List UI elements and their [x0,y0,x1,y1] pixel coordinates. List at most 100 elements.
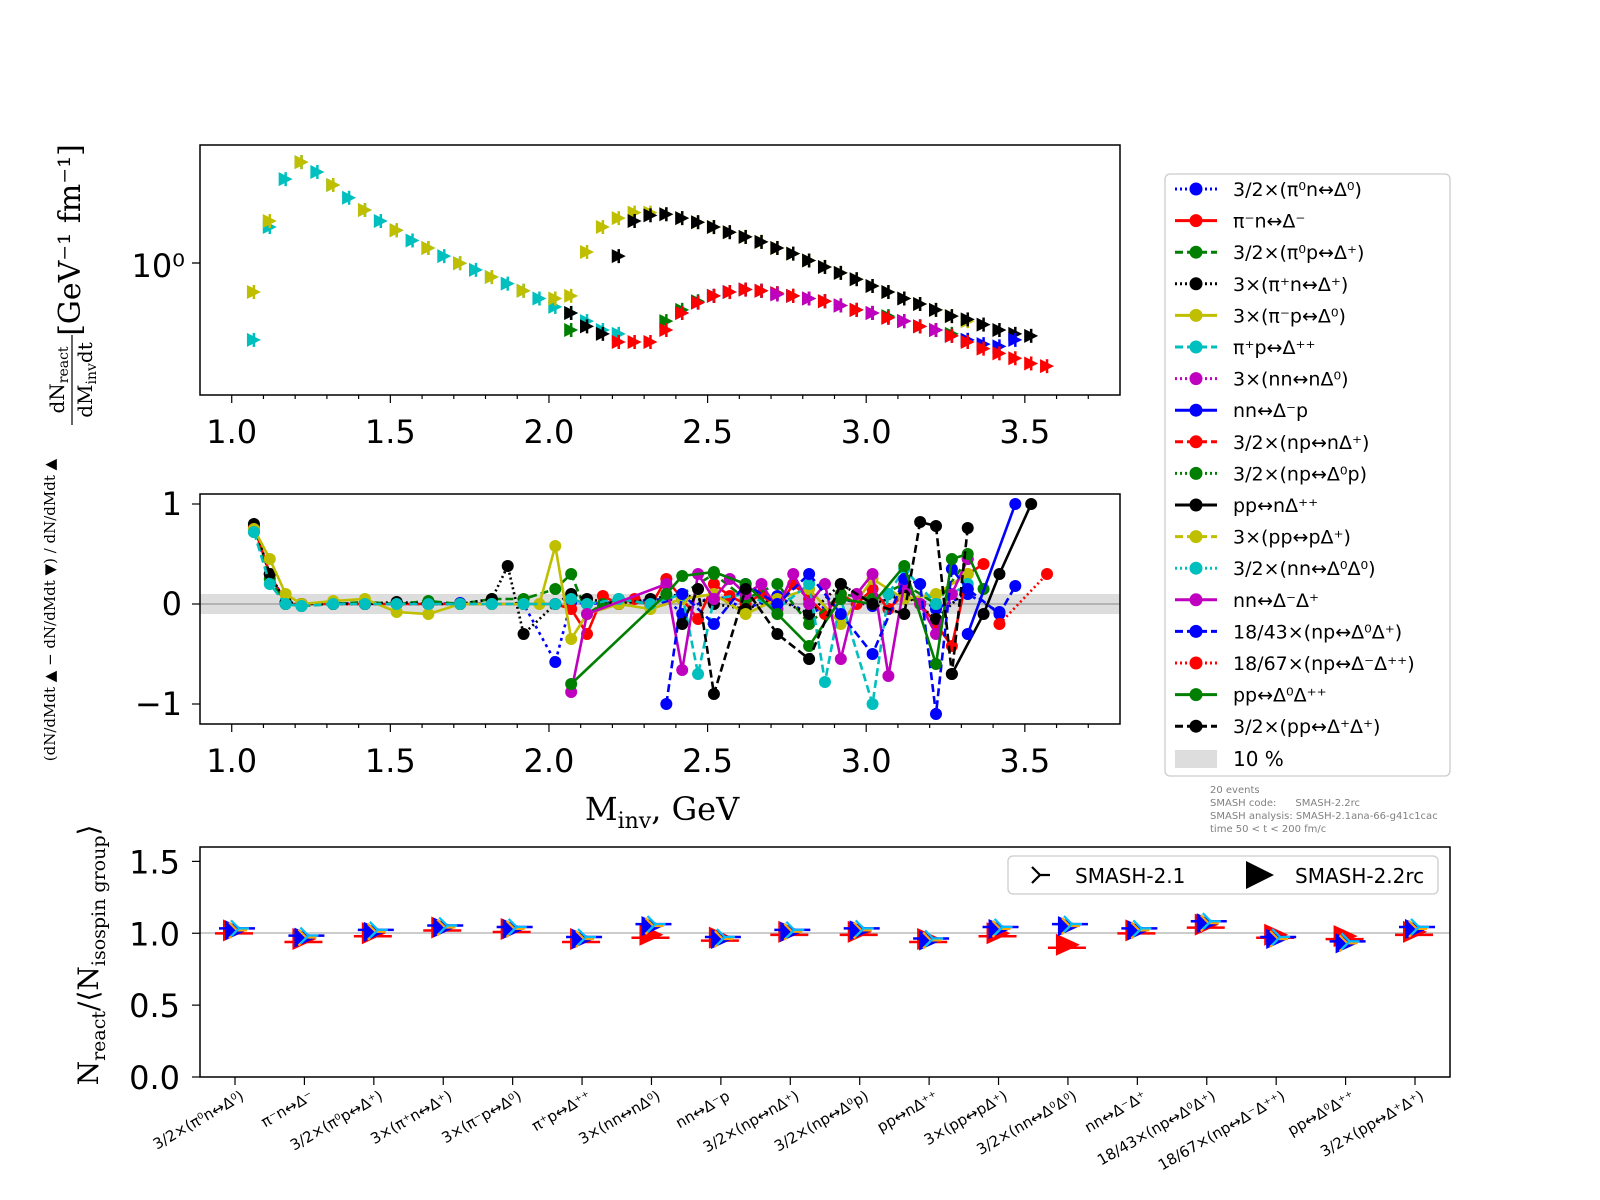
top-marker-s5-p21 [944,328,959,343]
mid-point-s8-p5 [771,608,784,620]
legend-item-5: π⁺p↔Δ⁺⁺ [1175,337,1316,359]
bottom-point-0 [215,919,255,942]
mid-point-s5-p6 [390,598,403,610]
top-marker-s5-p25 [1008,351,1023,366]
bottom-data-marks [215,912,1435,956]
legend-item-label: 3/2×(np↔Δ⁰p) [1233,463,1367,485]
mid-point-s7-p13 [993,608,1006,620]
legend-item-4: 3×(π⁻p↔Δ⁰) [1175,305,1346,327]
mid-point-s5-p10 [517,598,530,610]
legend-item-11: 3×(pp↔pΔ⁺) [1175,527,1351,549]
mid-point-s8-p9 [898,560,911,572]
mid-series-line-10 [950,503,1033,675]
top-marker-s1-p7 [453,256,468,271]
top-xtick-label: 1.5 [365,413,416,451]
bottom-y-axis-label: Nreact/⟨Nisospin group⟩ [72,825,110,1086]
top-marker-s2-p26 [976,317,991,332]
bottom-point-5 [562,928,603,950]
mid-point-s7-p4 [771,598,784,610]
mid-point-s11-p0 [961,628,974,640]
top-marker-s2-p15 [802,253,817,268]
mid-point-s2-p11 [549,583,562,595]
legend-item-label: nn↔Δ⁻Δ⁺ [1233,590,1319,612]
top-marker-s2-p1 [580,319,595,334]
legend-item-7: nn↔Δ⁻p [1175,400,1308,422]
legend-item-9: 3/2×(np↔Δ⁰p) [1175,463,1367,485]
mid-point-s7-p6 [834,608,847,620]
legend-item-16: pp↔Δ⁰Δ⁺⁺ [1175,685,1327,707]
mid-xtick-label: 3.5 [999,742,1050,780]
top-marker-s5-p24 [992,346,1007,361]
mid-point-s5-p5 [358,598,371,610]
mid-point-s3-p21 [803,608,816,620]
top-marker-s5-p19 [913,319,928,334]
top-marker-s6-p4 [897,314,912,329]
mid-point-s8-p1 [660,588,673,600]
top-marker-s2-p9 [706,220,721,235]
top-marker-s2-p25 [960,312,975,327]
bottom-legend: SMASH-2.1 SMASH-2.2rc [1007,855,1439,895]
top-marker-s1-p3 [326,177,341,192]
top-y-tick: 10⁰ [131,247,200,285]
top-marker-s5-p9 [754,283,769,298]
mid-point-s9-p10 [930,520,942,532]
legend-item-label: 3/2×(π⁰n↔Δ⁰) [1233,179,1362,201]
bottom-point-6 [631,915,672,946]
mid-point-s6-p11 [803,598,816,610]
top-marker-s5-p2 [643,335,658,350]
top-marker-s5-p26 [1024,356,1039,371]
mid-point-s3-p11 [517,628,530,640]
bottom-point-14 [1186,912,1227,936]
mid-point-s6-p5 [707,593,720,605]
top-marker-s1-p5 [389,223,404,238]
top-marker-s1-p6 [421,240,436,255]
bottom-point-13 [1117,919,1158,942]
mid-ytick-label: −1 [135,685,182,723]
top-marker-s5-p8 [738,282,753,297]
mid-point-s6-p15 [866,568,879,580]
mid-point-s2-p20 [771,578,784,590]
top-marker-s1-p11 [564,288,579,303]
top-marker-s2-p4 [627,214,642,229]
legend-item-label: 3/2×(pp↔Δ⁺Δ⁺) [1233,716,1380,738]
bot-xtick-label: π⁻n↔Δ⁻ [258,1087,317,1131]
legend-item-label: pp↔nΔ⁺⁺ [1233,495,1318,517]
top-marker-s2-p27 [992,323,1007,338]
mid-point-s8-p3 [707,566,720,578]
legend-band-label: 10 % [1233,747,1284,771]
bottom-point-4 [492,917,533,940]
top-marker-s1-p2 [294,155,309,170]
mid-series-line-12 [998,573,1048,625]
bot-ytick-label: 0.0 [129,1059,180,1097]
legend-item-15: 18/67×(np↔Δ⁻Δ⁺⁺) [1175,653,1415,675]
top-data-marks [246,155,1055,374]
mid-point-s7-p0 [660,698,673,710]
mid-point-s5-p3 [295,600,308,612]
legend-items: 3/2×(π⁰n↔Δ⁰) π⁻n↔Δ⁻ 3/2×(π⁰p↔Δ⁺) 3×(π⁺n↔Δ⁺)… [1175,179,1415,738]
legend-item-3: 3×(π⁺n↔Δ⁺) [1175,274,1348,296]
top-marker-s2-p18 [849,272,864,287]
mid-xtick-label: 1.0 [206,742,257,780]
mid-point-s8-p10 [930,658,942,670]
legend-item-label: π⁺p↔Δ⁺⁺ [1233,337,1316,359]
mid-point-s2-p21 [803,618,816,630]
bottom-x-ticks: 3/2×(π⁰n↔Δ⁰) π⁻n↔Δ⁻3/2×(π⁰p↔Δ⁺)3×(π⁺n↔Δ⁺)… [150,1077,1427,1174]
mid-point-s5-p21 [803,578,816,590]
mid-point-s4-p12 [549,540,562,552]
top-marker-s6-p3 [865,305,880,320]
bottom-point-2 [353,921,394,945]
mid-point-s10-p0 [945,668,958,680]
bottom-point-15 [1256,923,1297,949]
mid-point-s10-p3 [1025,498,1038,510]
top-marker-s5-p17 [881,310,896,325]
legend-item-2: 3/2×(π⁰p↔Δ⁺) [1175,242,1364,264]
top-marker-s2-p6 [659,207,674,222]
top-marker-s1-p12 [580,244,595,259]
legend-band-swatch [1175,750,1217,768]
bottom-point-1 [284,926,325,950]
mid-point-s6-p12 [818,578,831,590]
mid-series-line-11 [966,503,1017,635]
top-marker-s1-p1 [262,214,277,229]
legend-item-14: 18/43×(np↔Δ⁰Δ⁺) [1175,621,1402,643]
